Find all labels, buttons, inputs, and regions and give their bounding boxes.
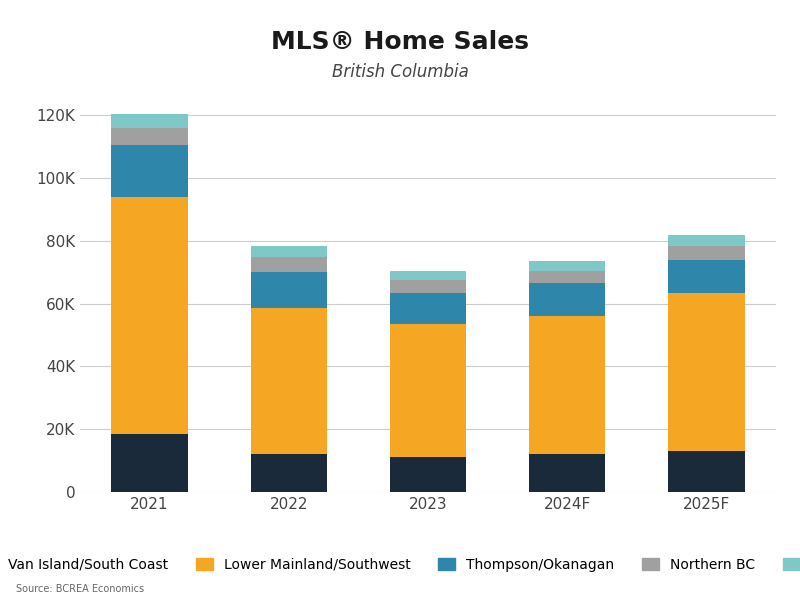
Bar — [250, 454, 327, 492]
Bar — [390, 271, 466, 280]
Bar — [111, 197, 188, 434]
Bar — [668, 451, 745, 492]
Bar — [668, 235, 745, 245]
Bar — [529, 262, 606, 271]
Bar — [529, 271, 606, 283]
Text: MLS® Home Sales: MLS® Home Sales — [271, 30, 529, 54]
Bar — [390, 457, 466, 492]
Bar — [390, 324, 466, 457]
Bar — [111, 145, 188, 197]
Bar — [250, 272, 327, 308]
Bar — [668, 260, 745, 293]
Bar — [668, 245, 745, 260]
Bar — [529, 283, 606, 316]
Bar — [111, 128, 188, 145]
Bar — [250, 245, 327, 257]
Text: British Columbia: British Columbia — [331, 63, 469, 81]
Bar — [111, 434, 188, 492]
Bar — [529, 316, 606, 454]
Text: Source: BCREA Economics: Source: BCREA Economics — [16, 584, 144, 594]
Bar — [250, 308, 327, 454]
Bar — [529, 454, 606, 492]
Bar — [668, 293, 745, 451]
Bar — [250, 257, 327, 272]
Bar — [390, 280, 466, 293]
Bar — [111, 114, 188, 128]
Bar — [390, 293, 466, 324]
Legend: Van Island/South Coast, Lower Mainland/Southwest, Thompson/Okanagan, Northern BC: Van Island/South Coast, Lower Mainland/S… — [0, 552, 800, 577]
